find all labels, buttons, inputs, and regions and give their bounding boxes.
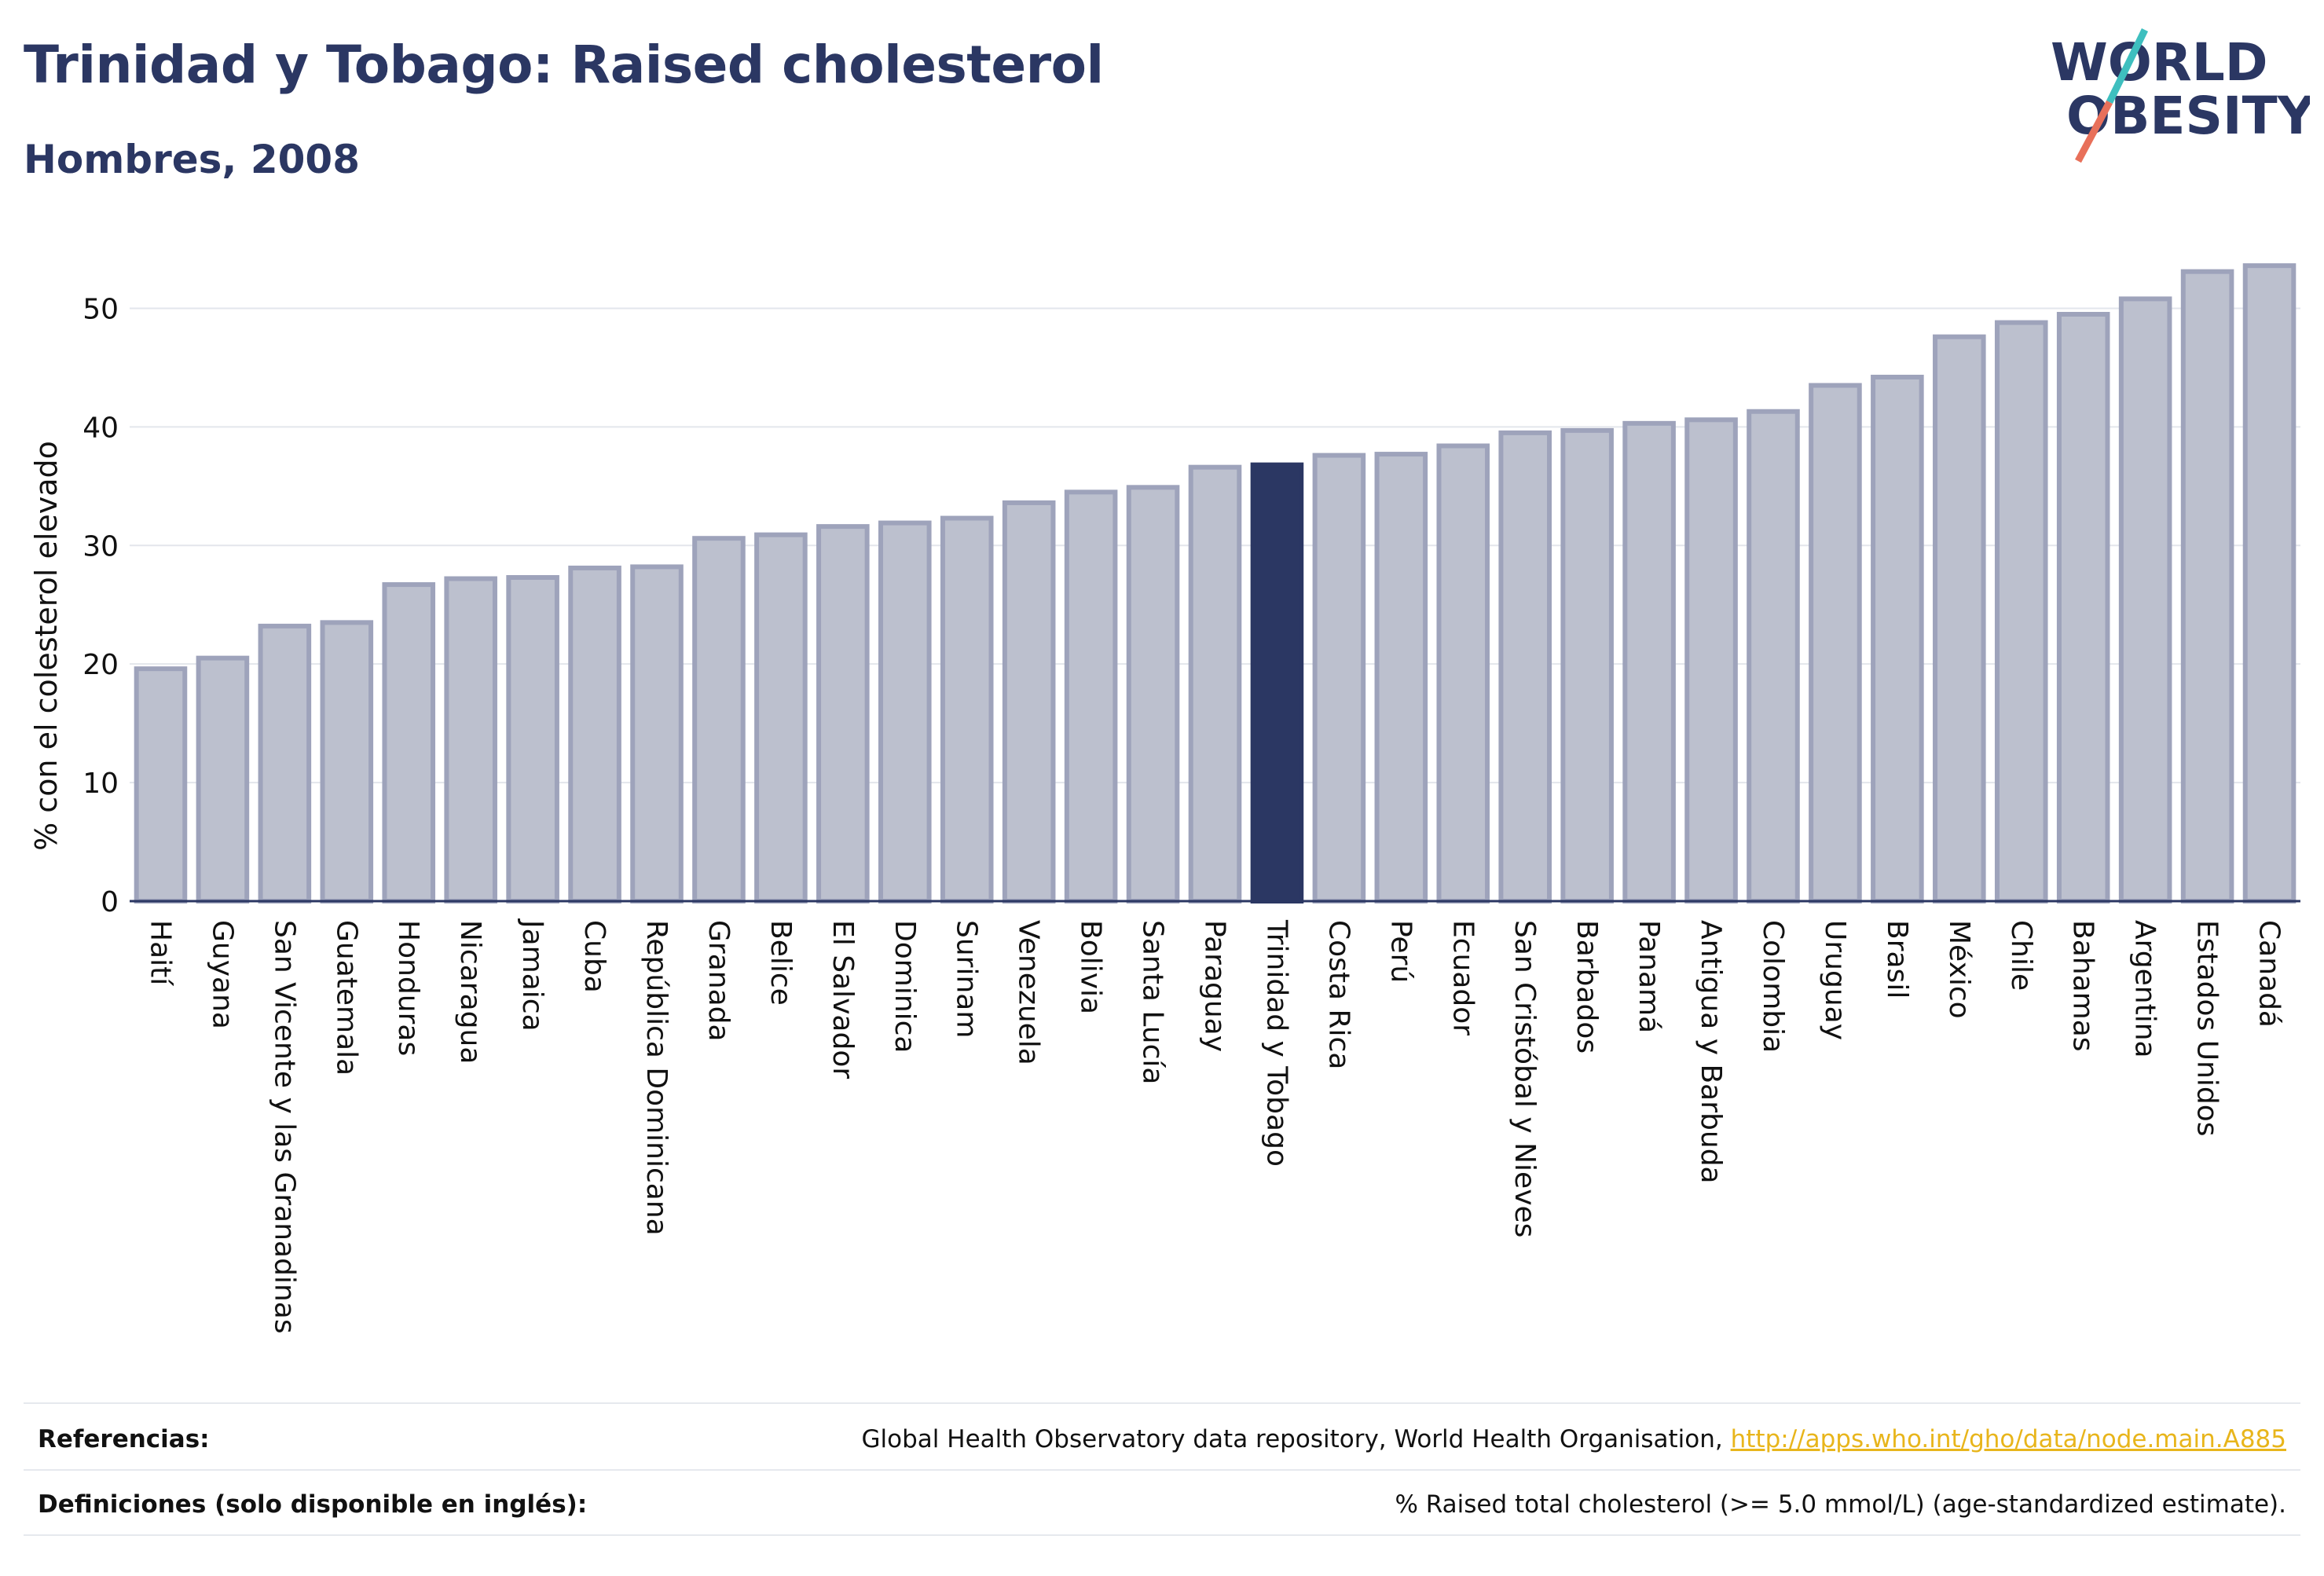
x-tick-label: Paraguay [1199, 920, 1231, 1052]
bar [2242, 263, 2297, 903]
x-tick-label: Honduras [392, 920, 424, 1056]
x-tick-label: Venezuela [1013, 920, 1045, 1065]
logo-line1: WORLD [2051, 32, 2268, 93]
x-tick-label: El Salvador [827, 920, 859, 1079]
logo-slash-teal [2106, 28, 2149, 104]
x-tick-label: Uruguay [1819, 920, 1851, 1040]
x-tick-label: Santa Lucía [1137, 920, 1169, 1084]
footer-divider-top [24, 1402, 2300, 1404]
bar [940, 515, 994, 904]
x-tick-label: Surinam [951, 920, 983, 1038]
references-label: Referencias: [38, 1425, 210, 1453]
x-tick-label: Estados Unidos [2191, 920, 2223, 1137]
x-tick-label: Panamá [1633, 920, 1665, 1033]
x-tick-label: Trinidad y Tobago [1260, 919, 1292, 1167]
x-tick-label: Guyana [206, 920, 238, 1029]
bar [320, 620, 374, 903]
bar [1684, 417, 1738, 903]
definitions-row: Definiciones (solo disponible en inglés)… [24, 1473, 2300, 1536]
bar [816, 524, 870, 903]
bar [258, 623, 312, 904]
x-tick-label: Antigua y Barbuda [1695, 920, 1727, 1184]
bar [1436, 443, 1490, 903]
logo-slash-coral [2075, 100, 2113, 163]
x-tick-label: Bahamas [2067, 920, 2099, 1052]
bar [1933, 334, 1986, 903]
bars [134, 263, 2297, 904]
bar [1560, 427, 1614, 903]
bar [1002, 500, 1056, 903]
bar [568, 565, 621, 903]
bar [754, 532, 808, 903]
x-tick-label: Granada [702, 920, 735, 1042]
x-tick-label: Guatemala [330, 920, 362, 1076]
bar [1747, 409, 1800, 903]
y-tick-label: 0 [101, 886, 119, 918]
x-tick-label: Cuba [578, 920, 610, 993]
bar [1809, 383, 1862, 903]
x-tick-label: Chile [2005, 920, 2037, 991]
y-tick-label: 50 [82, 293, 119, 325]
logo-line2: OBESITY [2066, 86, 2310, 146]
world-obesity-logo: WORLD OBESITY [2051, 28, 2310, 163]
x-tick-label: Nicaragua [454, 920, 486, 1064]
chart-subtitle: Hombres, 2008 [24, 137, 360, 182]
bar [506, 575, 559, 903]
y-tick-label: 20 [82, 649, 119, 681]
bar-chart: 0 10 20 30 40 50 Haití Guyana San Vicente y las … [29, 263, 2300, 1334]
x-tick-label: Argentina [2129, 920, 2161, 1058]
bar [2180, 269, 2234, 903]
footer-divider-middle [24, 1469, 2300, 1471]
bar [1871, 374, 1924, 903]
bar-highlighted [1250, 462, 1304, 903]
bar [382, 582, 436, 904]
bar [1498, 430, 1552, 903]
bar [134, 666, 188, 904]
y-axis-label: % con el colesterol elevado [29, 441, 64, 851]
definitions-text: % Raised total cholesterol (>= 5.0 mmol/… [1395, 1490, 2286, 1519]
x-tick-label: Ecuador [1446, 920, 1479, 1035]
x-tick-label: Brasil [1881, 920, 1913, 999]
x-tick-label: Dominica [889, 920, 921, 1054]
y-tick-label: 10 [82, 768, 119, 800]
chart-title: Trinidad y Tobago: Raised cholesterol [24, 35, 1104, 95]
x-tick-label: San Cristóbal y Nieves [1508, 920, 1541, 1237]
x-tick-label: Canadá [2253, 920, 2286, 1028]
bar [1622, 420, 1676, 903]
bar [2056, 312, 2110, 903]
y-tick-label: 30 [82, 530, 119, 563]
references-text: Global Health Observatory data repositor… [861, 1425, 1731, 1453]
x-tick-label: Perú [1384, 920, 1417, 983]
x-tick-label: Haití [144, 920, 176, 986]
bar [1374, 452, 1428, 903]
bar [630, 564, 684, 903]
bar [1064, 489, 1118, 903]
definitions-label: Definiciones (solo disponible en inglés)… [38, 1490, 588, 1519]
y-tick-label: 40 [82, 412, 119, 444]
x-tick-label: Barbados [1571, 920, 1603, 1054]
bar [878, 520, 932, 903]
x-tick-label: Colombia [1757, 920, 1789, 1053]
references-row: Referencias: Global Health Observatory d… [24, 1408, 2300, 1471]
x-tick-label: República Dominicana [640, 920, 673, 1236]
x-tick-label: San Vicente y las Granadinas [268, 920, 300, 1334]
x-tick-label: Costa Rica [1322, 920, 1354, 1069]
x-tick-label: Belice [764, 920, 797, 1006]
x-tick-label: México [1943, 920, 1975, 1019]
axes: 0 10 20 30 40 50 Haití Guyana San Vicente y las … [82, 293, 2300, 1334]
bar [1188, 464, 1242, 903]
references-value: Global Health Observatory data repositor… [862, 1425, 2300, 1453]
bar [1994, 320, 2048, 903]
bar [444, 576, 497, 903]
references-link[interactable]: http://apps.who.int/gho/data/node.main.A… [1730, 1425, 2286, 1453]
x-tick-label: Bolivia [1075, 920, 1107, 1014]
bar [2118, 296, 2172, 903]
bar [1126, 485, 1180, 903]
x-tick-label: Jamaica [516, 918, 548, 1032]
footer-divider-bottom [24, 1534, 2300, 1536]
bar [1312, 453, 1366, 903]
bar [692, 536, 746, 904]
bar [196, 655, 250, 903]
